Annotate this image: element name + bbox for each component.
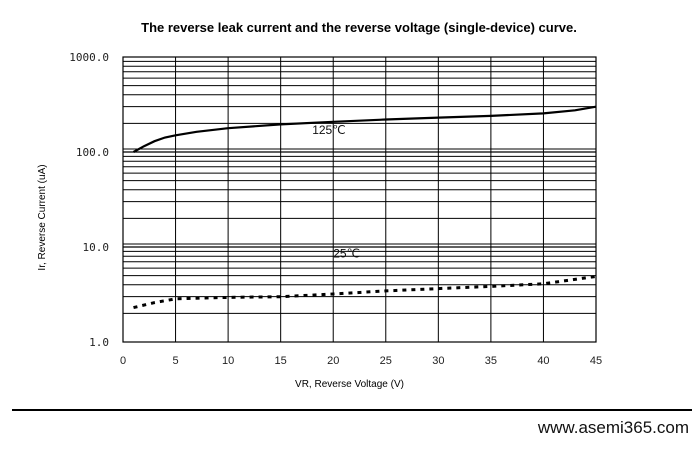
x-tick-label: 25 <box>380 355 392 367</box>
y-tick-label: 1.0 <box>89 336 109 349</box>
plot-frame <box>122 56 597 343</box>
site-url: www.asemi365.com <box>537 418 689 437</box>
x-tick-label: 30 <box>432 355 444 367</box>
x-tick-label: 0 <box>120 355 126 367</box>
x-axis-label: VR, Reverse Voltage (V) <box>295 379 404 390</box>
y-tick-label: 10.0 <box>83 241 110 254</box>
y-tick-label: 100.0 <box>76 146 109 159</box>
y-axis-label: Ir, Reverse Current (uA) <box>37 164 48 270</box>
chart-title: The reverse leak current and the reverse… <box>141 20 577 35</box>
x-tick-label: 10 <box>222 355 234 367</box>
x-tick-label: 45 <box>590 355 602 367</box>
y-tick-label: 1000.0 <box>69 51 109 64</box>
footer-divider <box>12 409 692 411</box>
x-tick-label: 40 <box>537 355 549 367</box>
series-line <box>133 274 597 310</box>
x-tick-label: 35 <box>485 355 497 367</box>
x-tick-label: 5 <box>172 355 178 367</box>
x-tick-label: 20 <box>327 355 339 367</box>
series-label: 25℃ <box>333 247 360 261</box>
x-tick-label: 15 <box>275 355 287 367</box>
series-label: 125℃ <box>312 123 346 137</box>
series-line <box>132 105 597 153</box>
